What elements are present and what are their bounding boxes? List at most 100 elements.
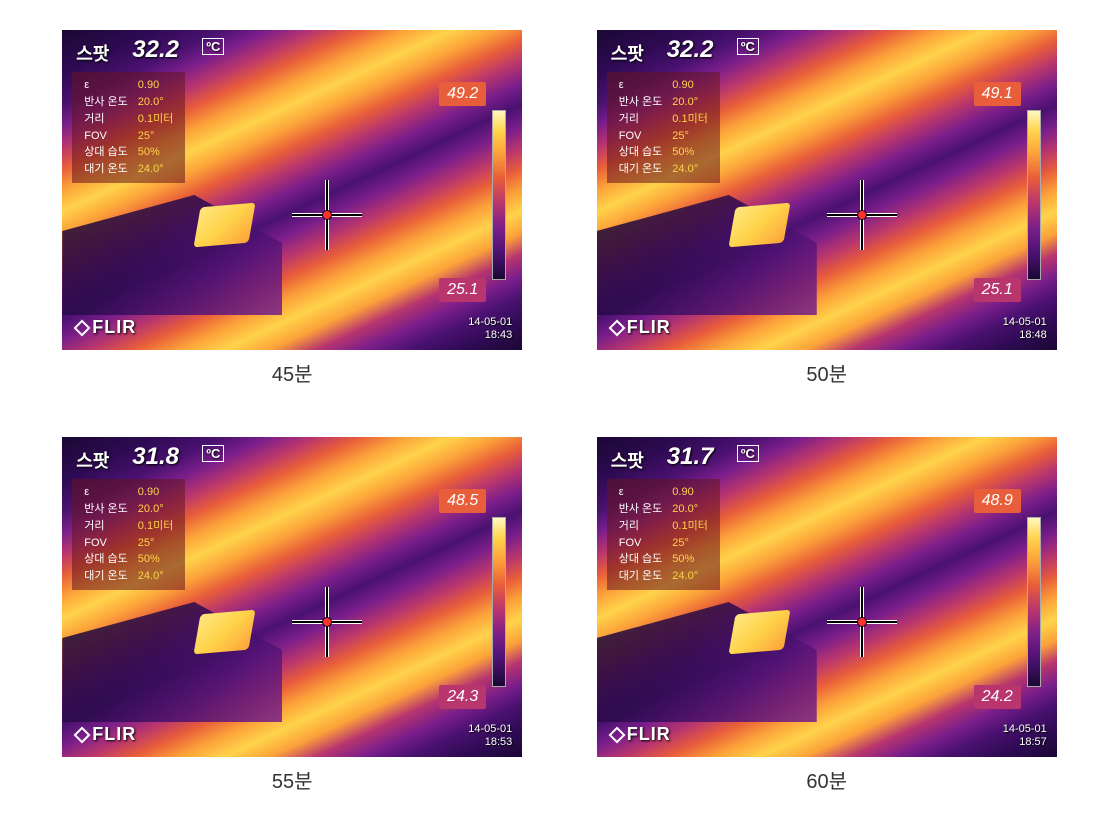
param-label-distance: 거리 (615, 112, 667, 127)
spot-unit: ºC (202, 38, 224, 55)
param-value-reflected: 20.0° (668, 95, 712, 110)
param-value-fov: 25° (668, 129, 712, 144)
param-label-ambient: 대기 온도 (615, 569, 667, 584)
time-text: 18:53 (468, 736, 512, 749)
hotspot-region (728, 203, 790, 248)
thermal-image: 스팟 31.7 ºC ε0.90 반사 온도20.0° 거리0.1미터 FOV 2… (597, 437, 1057, 757)
thermal-panel-50: 스팟 32.2 ºC ε0.90 반사 온도20.0° 거리0.1미터 FOV2… (595, 30, 1060, 387)
hotspot-region (728, 610, 790, 655)
flir-diamond-icon (608, 319, 625, 336)
param-label-emissivity: ε (615, 485, 667, 500)
thermal-panel-55: 스팟 31.8 ºC ε0.90 반사 온도20.0° 거리0.1미터 FOV2… (60, 437, 525, 794)
param-label-emissivity: ε (80, 78, 132, 93)
parameters-box: ε0.90 반사 온도20.0° 거리0.1미터 FOV25° 상대 습도50%… (72, 479, 185, 590)
temp-min-badge: 24.3 (439, 685, 486, 709)
param-value-humidity: 50% (134, 145, 178, 160)
param-value-reflected: 20.0° (134, 502, 178, 517)
param-value-ambient: 24.0° (668, 569, 712, 584)
temp-max-badge: 49.1 (974, 82, 1021, 106)
spot-label: 스팟 (611, 40, 644, 66)
param-label-humidity: 상대 습도 (615, 145, 667, 160)
param-label-humidity: 상대 습도 (80, 552, 132, 567)
datetime-label: 14-05-01 18:57 (1003, 723, 1047, 749)
param-label-fov: FOV (80, 129, 132, 144)
temp-min-badge: 25.1 (439, 278, 486, 302)
param-label-reflected: 반사 온도 (80, 95, 132, 110)
date-text: 14-05-01 (468, 316, 512, 329)
param-label-distance: 거리 (80, 519, 132, 534)
param-value-reflected: 20.0° (134, 95, 178, 110)
temp-min-badge: 24.2 (974, 685, 1021, 709)
param-value-ambient: 24.0° (668, 162, 712, 177)
hotspot-region (194, 610, 256, 655)
date-text: 14-05-01 (1003, 316, 1047, 329)
datetime-label: 14-05-01 18:48 (1003, 316, 1047, 342)
spot-temperature: 32.2 (132, 36, 179, 64)
spot-temperature: 31.8 (132, 443, 179, 471)
spot-label: 스팟 (611, 447, 644, 473)
param-value-emissivity: 0.90 (668, 78, 712, 93)
param-label-emissivity: ε (615, 78, 667, 93)
param-label-fov: FOV (80, 536, 132, 551)
spot-unit: ºC (202, 445, 224, 462)
thermal-panel-45: 스팟 32.2 ºC ε0.90 반사 온도20.0° 거리0.1미터 FOV2… (60, 30, 525, 387)
param-label-humidity: 상대 습도 (80, 145, 132, 160)
thermal-image: 스팟 32.2 ºC ε0.90 반사 온도20.0° 거리0.1미터 FOV2… (62, 30, 522, 350)
param-label-reflected: 반사 온도 (615, 502, 667, 517)
date-text: 14-05-01 (468, 723, 512, 736)
parameters-box: ε0.90 반사 온도20.0° 거리0.1미터 FOV25° 상대 습도50%… (72, 72, 185, 183)
param-label-distance: 거리 (615, 519, 667, 534)
param-value-distance: 0.1미터 (134, 112, 178, 127)
param-value-fov: 25° (134, 536, 178, 551)
crosshair-icon (827, 180, 897, 250)
param-value-distance: 0.1미터 (668, 519, 712, 534)
spot-temperature: 32.2 (667, 36, 714, 64)
param-label-ambient: 대기 온도 (80, 569, 132, 584)
crosshair-icon (827, 587, 897, 657)
spot-label: 스팟 (76, 40, 109, 66)
param-value-reflected: 20.0° (668, 502, 712, 517)
param-label-distance: 거리 (80, 112, 132, 127)
temp-max-badge: 49.2 (439, 82, 486, 106)
color-scale-bar (1027, 110, 1041, 280)
flir-logo: FLIR (76, 724, 136, 745)
thermal-panel-60: 스팟 31.7 ºC ε0.90 반사 온도20.0° 거리0.1미터 FOV 2… (595, 437, 1060, 794)
panel-caption: 45분 (272, 358, 313, 387)
param-label-reflected: 반사 온도 (80, 502, 132, 517)
panel-caption: 60분 (806, 765, 847, 794)
param-label-humidity: 상대 습도 (615, 552, 667, 567)
flir-text: FLIR (92, 317, 136, 338)
param-value-humidity: 50% (134, 552, 178, 567)
spot-unit: ºC (737, 38, 759, 55)
temp-max-badge: 48.5 (439, 489, 486, 513)
param-value-emissivity: 0.90 (668, 485, 712, 500)
param-value-humidity: 50% (668, 145, 712, 160)
color-scale-bar (1027, 517, 1041, 687)
param-value-emissivity: 0.90 (134, 485, 178, 500)
param-value-fov: 25° (134, 129, 178, 144)
spot-label: 스팟 (76, 447, 109, 473)
param-label-ambient: 대기 온도 (615, 162, 667, 177)
flir-logo: FLIR (76, 317, 136, 338)
datetime-label: 14-05-01 18:53 (468, 723, 512, 749)
flir-text: FLIR (92, 724, 136, 745)
flir-logo: FLIR (611, 724, 671, 745)
panel-caption: 50분 (806, 358, 847, 387)
flir-diamond-icon (74, 319, 91, 336)
hotspot-region (194, 203, 256, 248)
date-text: 14-05-01 (1003, 723, 1047, 736)
param-value-distance: 0.1미터 (134, 519, 178, 534)
param-label-fov: FOV (615, 536, 667, 551)
thermal-image: 스팟 31.8 ºC ε0.90 반사 온도20.0° 거리0.1미터 FOV2… (62, 437, 522, 757)
param-label-fov: FOV (615, 129, 667, 144)
datetime-label: 14-05-01 18:43 (468, 316, 512, 342)
param-label-ambient: 대기 온도 (80, 162, 132, 177)
spot-unit: ºC (737, 445, 759, 462)
panel-caption: 55분 (272, 765, 313, 794)
crosshair-icon (292, 180, 362, 250)
temp-max-badge: 48.9 (974, 489, 1021, 513)
color-scale-bar (492, 110, 506, 280)
param-value-distance: 0.1미터 (668, 112, 712, 127)
thermal-image: 스팟 32.2 ºC ε0.90 반사 온도20.0° 거리0.1미터 FOV2… (597, 30, 1057, 350)
spot-temperature: 31.7 (667, 443, 714, 471)
